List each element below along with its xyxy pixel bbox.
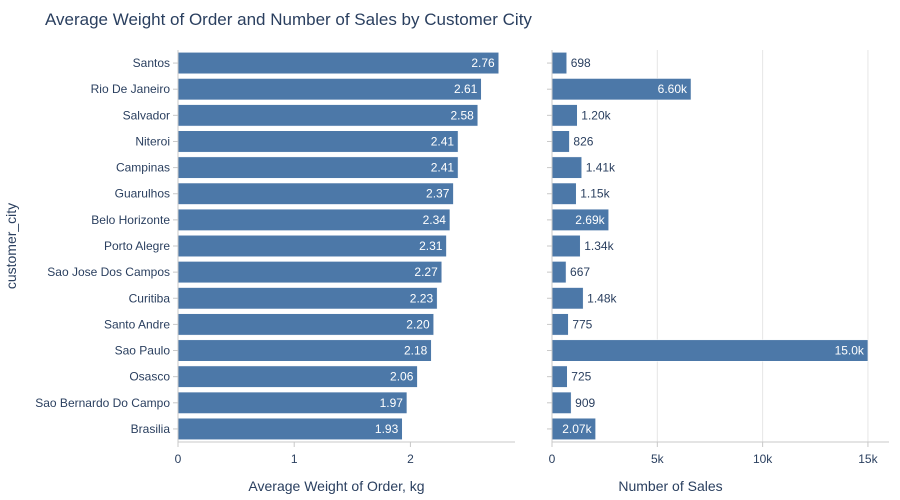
weight-x-tick-label: 0	[175, 452, 182, 466]
weight-value-label: 2.31	[419, 239, 443, 253]
sales-value-label: 1.34k	[584, 239, 614, 253]
weight-x-axis-title: Average Weight of Order, kg	[248, 478, 424, 494]
category-tick-label: Porto Alegre	[104, 239, 170, 253]
sales-bar	[551, 339, 869, 362]
weight-value-label: 2.76	[471, 56, 495, 70]
weight-bar	[177, 208, 451, 231]
category-tick-label: Salvador	[123, 108, 170, 122]
sales-value-label: 909	[575, 396, 595, 410]
weight-bar	[177, 156, 459, 179]
sales-value-label: 775	[572, 317, 592, 331]
category-tick-label: Campinas	[116, 161, 170, 175]
weight-value-label: 1.93	[375, 422, 399, 436]
sales-value-label: 15.0k	[835, 344, 865, 358]
weight-bar	[177, 52, 499, 75]
weight-value-label: 2.41	[431, 134, 455, 148]
weight-x-tick-label: 2	[407, 452, 414, 466]
category-tick-label: Santo Andre	[104, 317, 170, 331]
weight-value-label: 2.20	[406, 317, 430, 331]
weight-bar	[177, 104, 479, 127]
sales-bar	[551, 365, 568, 388]
sales-value-label: 698	[571, 56, 591, 70]
weight-value-label: 2.37	[426, 187, 450, 201]
sales-value-label: 2.07k	[562, 422, 592, 436]
sales-bar	[551, 287, 584, 310]
chart-title: Average Weight of Order and Number of Sa…	[45, 10, 532, 29]
sales-value-label: 1.41k	[586, 161, 616, 175]
category-tick-label: Sao Bernardo Do Campo	[35, 396, 170, 410]
weight-bar	[177, 417, 403, 440]
category-tick-label: Curitiba	[129, 291, 171, 305]
sales-value-label: 667	[570, 265, 590, 279]
sales-x-tick-label: 10k	[753, 452, 773, 466]
weight-value-label: 2.34	[423, 213, 447, 227]
sales-value-label: 2.69k	[575, 213, 605, 227]
left-panel-weight: 2.76 Santos 2.61 Rio De Janeiro 2.58 Salvador…	[35, 50, 515, 494]
sales-x-tick-label: 0	[549, 452, 556, 466]
sales-value-label: 1.15k	[580, 187, 610, 201]
weight-bar	[177, 261, 443, 284]
weight-value-label: 2.18	[404, 344, 428, 358]
y-axis-title: customer_city	[3, 203, 19, 289]
category-tick-label: Belo Horizonte	[91, 213, 170, 227]
weight-value-label: 2.06	[390, 370, 414, 384]
category-tick-label: Santos	[133, 56, 170, 70]
category-tick-label: Sao Paulo	[115, 344, 171, 358]
sales-bar	[551, 182, 577, 205]
weight-bar	[177, 130, 459, 153]
weight-value-label: 2.41	[431, 161, 455, 175]
sales-bar	[551, 104, 578, 127]
weight-value-label: 2.27	[414, 265, 438, 279]
sales-x-axis-title: Number of Sales	[618, 478, 722, 494]
weight-value-label: 1.97	[380, 396, 404, 410]
weight-value-label: 2.58	[450, 108, 474, 122]
category-tick-label: Niteroi	[135, 134, 170, 148]
weight-value-label: 2.61	[454, 82, 478, 96]
weight-bar	[177, 313, 434, 336]
weight-bar	[177, 365, 418, 388]
weight-bar	[177, 78, 482, 101]
sales-bar	[551, 156, 582, 179]
weight-bar	[177, 235, 447, 257]
sales-value-label: 1.20k	[581, 108, 611, 122]
sales-x-tick-label: 5k	[651, 452, 665, 466]
sales-value-label: 725	[571, 370, 591, 384]
weight-value-label: 2.23	[410, 291, 434, 305]
category-tick-label: Rio De Janeiro	[91, 82, 171, 96]
sales-value-label: 6.60k	[658, 82, 688, 96]
sales-x-tick-label: 15k	[858, 452, 878, 466]
sales-value-label: 1.48k	[587, 291, 617, 305]
weight-x-tick-label: 1	[291, 452, 298, 466]
category-tick-label: Brasilia	[131, 422, 171, 436]
sales-bar	[551, 235, 581, 257]
category-tick-label: Guarulhos	[115, 187, 170, 201]
sales-bar	[551, 52, 567, 75]
weight-bar	[177, 339, 432, 362]
sales-bar	[551, 391, 572, 414]
category-tick-label: Sao Jose Dos Campos	[47, 265, 170, 279]
sales-value-label: 826	[573, 134, 593, 148]
sales-bar	[551, 130, 570, 153]
right-panel-sales: 698 6.60k 1.20k 826 1.41k 1.15k 2.69k 1.34k 667 1…	[547, 50, 889, 494]
weight-bar	[177, 287, 438, 310]
sales-bar	[551, 313, 569, 336]
category-tick-label: Osasco	[129, 370, 170, 384]
sales-bar	[551, 261, 567, 284]
weight-bar	[177, 391, 408, 414]
weight-bar	[177, 182, 454, 205]
